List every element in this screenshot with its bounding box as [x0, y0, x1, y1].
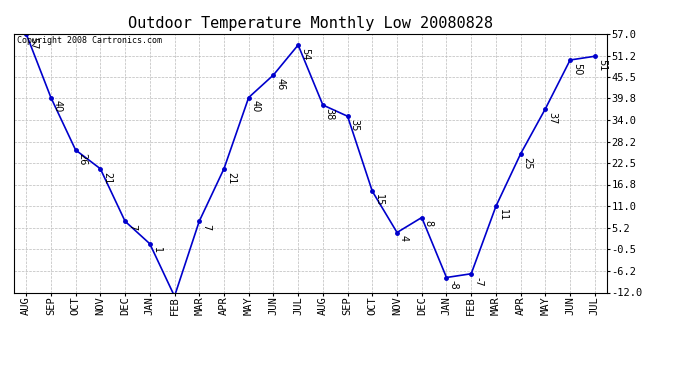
Text: 57: 57 — [28, 36, 38, 49]
Text: 46: 46 — [275, 78, 286, 90]
Text: 37: 37 — [547, 111, 558, 124]
Text: 7: 7 — [127, 224, 137, 230]
Text: 40: 40 — [250, 100, 261, 112]
Text: 7: 7 — [201, 224, 211, 230]
Text: 4: 4 — [399, 235, 409, 242]
Text: -8: -8 — [448, 280, 458, 290]
Text: 26: 26 — [77, 153, 88, 165]
Text: 38: 38 — [325, 108, 335, 120]
Text: 8: 8 — [424, 220, 434, 226]
Text: 1: 1 — [152, 246, 161, 253]
Text: 40: 40 — [53, 100, 63, 112]
Title: Outdoor Temperature Monthly Low 20080828: Outdoor Temperature Monthly Low 20080828 — [128, 16, 493, 31]
Text: 54: 54 — [300, 48, 310, 60]
Text: Copyright 2008 Cartronics.com: Copyright 2008 Cartronics.com — [17, 36, 161, 45]
Text: 11: 11 — [498, 209, 508, 221]
Text: 35: 35 — [350, 119, 359, 131]
Text: 21: 21 — [102, 171, 112, 184]
Text: -7: -7 — [473, 276, 483, 286]
Text: 51: 51 — [597, 59, 607, 71]
Text: 25: 25 — [522, 156, 533, 169]
Text: 50: 50 — [572, 63, 582, 75]
Text: -13: -13 — [0, 374, 1, 375]
Text: 21: 21 — [226, 171, 236, 184]
Text: 15: 15 — [374, 194, 384, 206]
